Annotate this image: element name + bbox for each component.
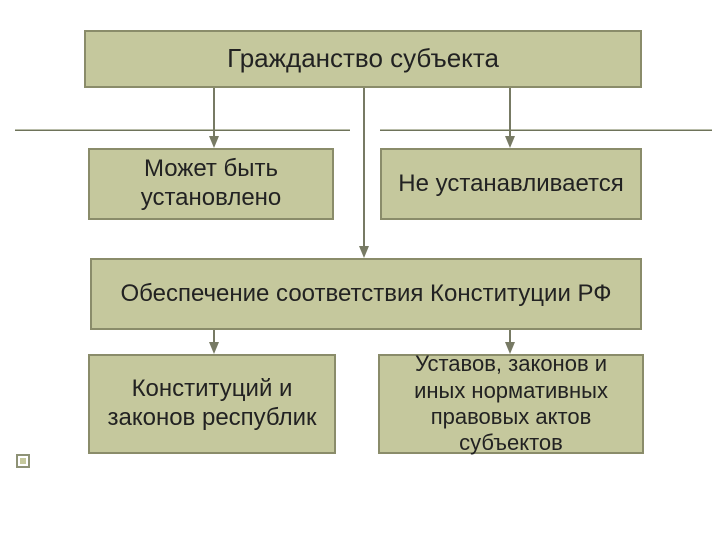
node-label: Конституций и законов республик (98, 375, 326, 433)
slide-bullet-icon (16, 454, 30, 468)
node-not-established: Не устанавливается (380, 148, 642, 220)
node-label: Не устанавливается (398, 170, 623, 199)
node-label: Гражданство субъекта (227, 43, 499, 74)
node-citizenship-title: Гражданство субъекта (84, 30, 642, 88)
node-ensuring-compliance: Обеспечение соответствия Конституции РФ (90, 258, 642, 330)
node-label: Уставов, законов и иных нормативных прав… (388, 351, 634, 457)
node-can-be-established: Может быть установлено (88, 148, 334, 220)
node-label: Обеспечение соответствия Конституции РФ (120, 280, 611, 309)
node-charters-acts-subjects: Уставов, законов и иных нормативных прав… (378, 354, 644, 454)
separator-right (380, 129, 712, 131)
node-label: Может быть установлено (98, 155, 324, 213)
separator-left (15, 129, 350, 131)
node-constitutions-republics: Конституций и законов республик (88, 354, 336, 454)
